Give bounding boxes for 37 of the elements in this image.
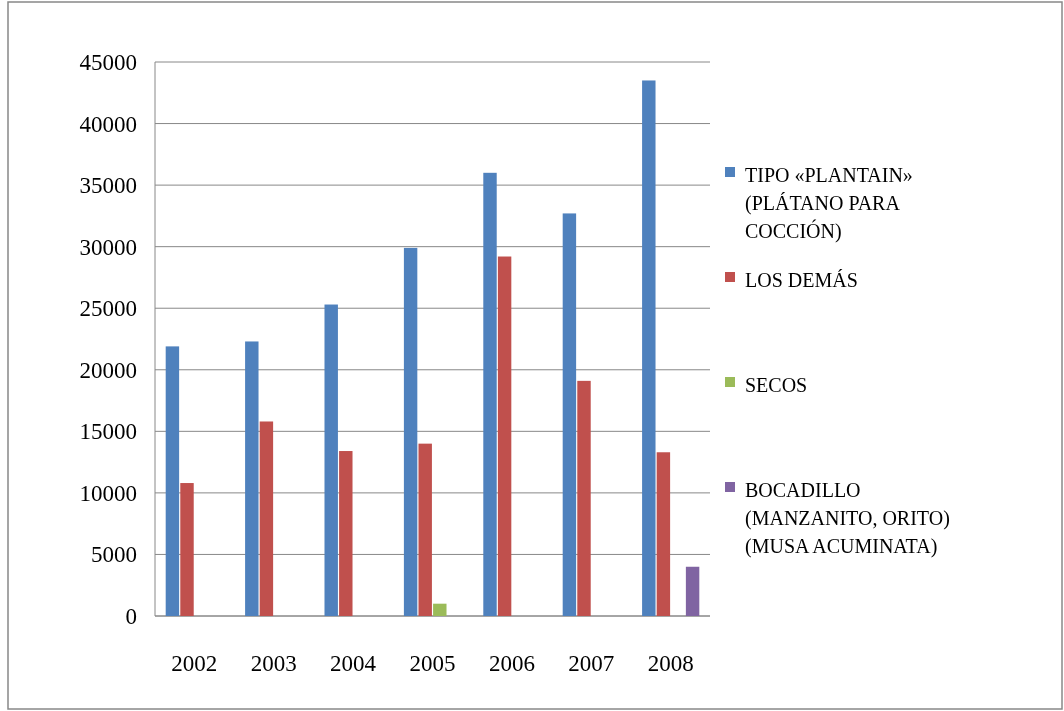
y-tick-label: 20000 bbox=[79, 357, 137, 383]
y-tick-label: 0 bbox=[125, 604, 137, 630]
bar bbox=[245, 341, 259, 616]
y-tick-label: 40000 bbox=[79, 111, 137, 137]
x-tick-label: 2002 bbox=[171, 651, 218, 676]
y-tick-label: 10000 bbox=[79, 480, 137, 506]
legend-label: BOCADILLO (MANZANITO, ORITO) (MUSA ACUMINATA) bbox=[745, 479, 950, 558]
x-tick-label: 2003 bbox=[250, 651, 297, 676]
y-tick-label: 45000 bbox=[79, 50, 137, 76]
bar bbox=[403, 247, 418, 616]
bar bbox=[259, 421, 274, 616]
bar bbox=[483, 172, 497, 616]
legend-label: LOS DEMÁS bbox=[745, 269, 858, 291]
bar bbox=[180, 483, 194, 616]
y-tick-label: 30000 bbox=[79, 234, 137, 260]
bar bbox=[433, 603, 447, 616]
bar bbox=[339, 451, 353, 616]
x-tick-label: 2008 bbox=[647, 651, 694, 676]
bar bbox=[562, 213, 577, 616]
legend-label: TIPO «PLANTAIN» (PLÁTANO PARA COCCIÓN) bbox=[745, 164, 913, 243]
bar bbox=[656, 452, 671, 616]
bar bbox=[642, 80, 656, 616]
bar bbox=[497, 256, 512, 616]
bar bbox=[577, 380, 591, 616]
x-tick-label: 2007 bbox=[568, 651, 615, 676]
y-tick-label: 25000 bbox=[79, 296, 137, 322]
x-tick-label: 2005 bbox=[409, 651, 456, 676]
y-tick-label: 35000 bbox=[79, 173, 137, 199]
legend-label: SECOS bbox=[745, 374, 808, 396]
bar bbox=[165, 346, 180, 616]
y-tick-label: 15000 bbox=[79, 419, 137, 445]
bar bbox=[685, 566, 700, 616]
x-tick-label: 2004 bbox=[330, 651, 377, 676]
y-tick-label: 5000 bbox=[91, 542, 137, 568]
bar bbox=[418, 443, 432, 616]
bar bbox=[324, 304, 338, 616]
x-tick-label: 2006 bbox=[488, 651, 535, 676]
